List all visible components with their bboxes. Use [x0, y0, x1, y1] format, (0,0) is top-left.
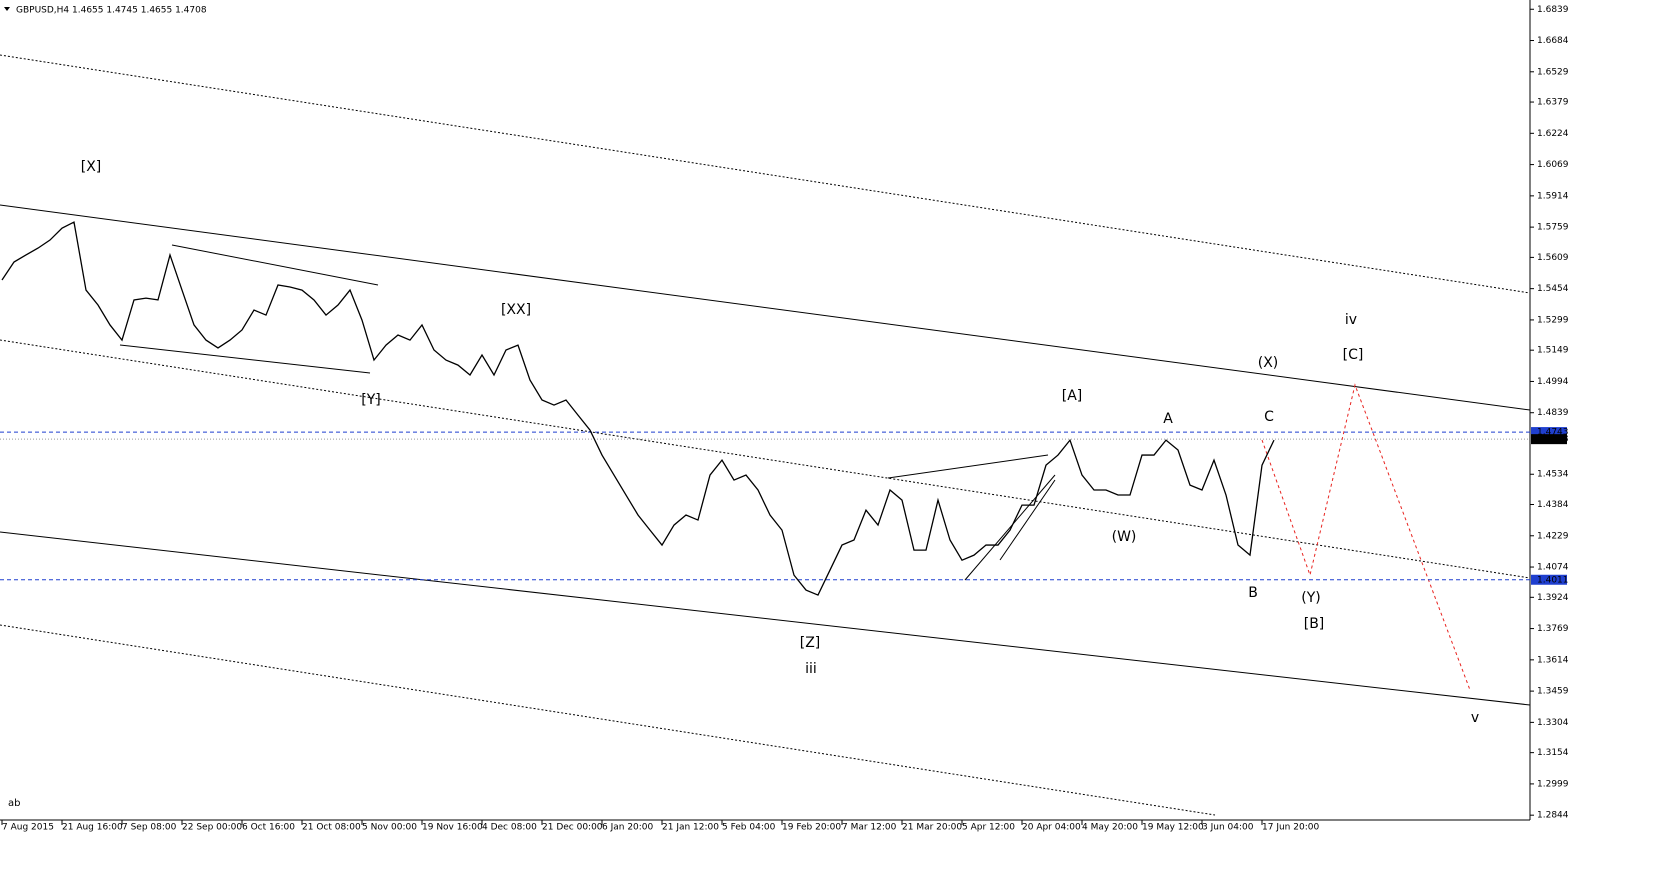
x-tick-label: 7 Sep 08:00: [122, 823, 177, 833]
price-line: [1, 221, 1275, 596]
x-tick-label: 7 Aug 2015: [2, 823, 54, 833]
x-tick-label: 22 Sep 00:00: [182, 823, 242, 833]
wave-label: v: [1471, 710, 1479, 726]
y-tick-label: 1.3304: [1537, 718, 1569, 728]
level-label: 1.4708: [1537, 435, 1569, 445]
x-tick-label: 5 Apr 12:00: [962, 823, 1015, 833]
wave-label: B: [1248, 585, 1258, 601]
y-tick-label: 1.6684: [1537, 36, 1569, 46]
y-tick-label: 1.3769: [1537, 624, 1569, 634]
forecast-path: [1261, 383, 1471, 691]
y-tick-label: 1.5454: [1537, 284, 1569, 294]
x-tick-label: 21 Jan 12:00: [662, 823, 719, 833]
y-tick-label: 1.2844: [1537, 811, 1569, 821]
wave-label: A: [1163, 411, 1173, 427]
level-label-box: [1531, 427, 1567, 438]
wave-label: iv: [1345, 312, 1357, 328]
wave-label: (X): [1258, 355, 1279, 371]
wave-label: iii: [805, 661, 817, 677]
channel-line: [0, 204, 1531, 411]
x-tick-label: 4 Dec 08:00: [482, 823, 537, 833]
x-tick-label: 6 Oct 16:00: [242, 823, 295, 833]
y-tick-label: 1.6529: [1537, 67, 1569, 77]
x-tick-label: 21 Mar 20:00: [902, 823, 962, 833]
y-tick-label: 1.5759: [1537, 223, 1569, 233]
x-tick-label: 6 Jan 20:00: [602, 823, 654, 833]
wave-label: [Y]: [361, 392, 380, 408]
level-label: 1.4011: [1537, 575, 1569, 585]
y-tick-label: 1.5299: [1537, 315, 1569, 325]
y-tick-label: 1.5149: [1537, 346, 1569, 356]
level-label-box: [1531, 574, 1567, 585]
wave-label: [Z]: [800, 635, 821, 651]
y-tick-label: 1.5914: [1537, 191, 1569, 201]
channel-line: [0, 531, 1531, 706]
wave-label: [B]: [1304, 616, 1325, 632]
y-tick-label: 1.3154: [1537, 748, 1569, 758]
x-tick-label: 20 Apr 04:00: [1022, 823, 1081, 833]
y-tick-label: 1.4994: [1537, 377, 1569, 387]
wave-label: [C]: [1343, 347, 1364, 363]
y-tick-label: 1.2999: [1537, 779, 1569, 789]
x-tick-label: 3 Jun 04:00: [1202, 823, 1254, 833]
wave-label: [X]: [81, 159, 102, 175]
y-tick-label: 1.4384: [1537, 500, 1569, 510]
trend-line: [171, 244, 379, 286]
y-tick-label: 1.6379: [1537, 98, 1569, 108]
wave-label: [XX]: [501, 302, 531, 318]
y-tick-label: 1.4074: [1537, 563, 1569, 573]
y-tick-label: 1.5609: [1537, 253, 1569, 263]
x-tick-label: 21 Aug 16:00: [62, 823, 123, 833]
wave-label: C: [1264, 409, 1274, 425]
y-tick-label: 1.3924: [1537, 593, 1569, 603]
y-tick-label: 1.6839: [1537, 5, 1569, 15]
x-tick-label: 19 May 12:00: [1142, 823, 1204, 833]
x-tick-label: 17 Jun 20:00: [1262, 823, 1319, 833]
wave-label: (W): [1112, 529, 1137, 545]
analysis-lines: [0, 54, 1531, 816]
channel-line: [0, 624, 1216, 816]
wave-label: [A]: [1062, 388, 1083, 404]
trend-line: [999, 479, 1056, 561]
x-tick-label: 21 Oct 08:00: [302, 823, 361, 833]
y-tick-label: 1.4534: [1537, 470, 1569, 480]
x-tick-label: 5 Nov 00:00: [362, 823, 417, 833]
x-tick-label: 21 Dec 00:00: [542, 823, 603, 833]
y-tick-label: 1.3459: [1537, 687, 1569, 697]
x-tick-label: 4 May 20:00: [1082, 823, 1138, 833]
menu-icon: [4, 7, 10, 11]
y-tick-label: 1.4229: [1537, 531, 1569, 541]
trend-line: [887, 454, 1049, 479]
footer-text: ab: [8, 798, 20, 809]
x-tick-label: 5 Feb 04:00: [722, 823, 776, 833]
trend-line: [964, 474, 1056, 581]
y-tick-label: 1.6224: [1537, 129, 1569, 139]
y-tick-label: 1.3614: [1537, 655, 1569, 665]
level-label: 1.4743: [1537, 428, 1569, 438]
x-tick-label: 19 Feb 20:00: [782, 823, 841, 833]
wave-label: (Y): [1301, 590, 1320, 606]
x-tick-label: 19 Nov 16:00: [422, 823, 483, 833]
level-label-box: [1531, 434, 1567, 445]
chart-header: GBPUSD,H4 1.4655 1.4745 1.4655 1.4708: [16, 6, 207, 16]
y-tick-label: 1.4839: [1537, 408, 1569, 418]
trend-line: [119, 344, 371, 374]
x-tick-label: 7 Mar 12:00: [842, 823, 897, 833]
y-tick-label: 1.6069: [1537, 160, 1569, 170]
